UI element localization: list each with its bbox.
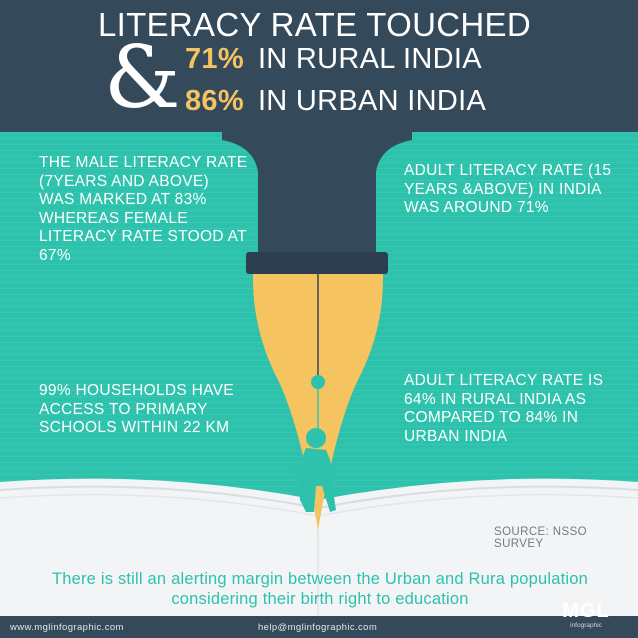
website-link[interactable]: www.mglinfographic.com: [10, 617, 124, 638]
brand-logo: MGL infographic: [556, 600, 616, 634]
urban-label: IN URBAN INDIA: [258, 85, 486, 117]
source-note: SOURCE: NSSO SURVEY: [494, 526, 638, 550]
email-link[interactable]: help@mglinfographic.com: [258, 617, 377, 638]
rural-stat: 71% IN RURAL INDIA: [185, 42, 482, 76]
adult-literacy-fact: ADULT LITERACY RATE (15 YEARS &ABOVE) IN…: [404, 162, 614, 218]
logo-text: MGL: [556, 600, 616, 622]
urban-percent: 86%: [185, 85, 244, 117]
rural-percent: 71%: [185, 43, 244, 75]
pen-collar: [246, 252, 388, 274]
rural-urban-fact: ADULT LITERACY RATE IS 64% IN RURAL INDI…: [404, 372, 614, 446]
conclusion-text: There is still an alerting margin betwee…: [20, 569, 620, 609]
ampersand: &: [104, 33, 181, 123]
rural-label: IN RURAL INDIA: [258, 43, 482, 75]
urban-stat: 86% IN URBAN INDIA: [185, 84, 486, 118]
gender-literacy-fact: THE MALE LITERACY RATE (7YEARS AND ABOVE…: [39, 154, 249, 265]
primary-schools-fact: 99% HOUSEHOLDS HAVE ACCESS TO PRIMARY SC…: [39, 382, 249, 438]
logo-subtext: infographic: [556, 622, 616, 630]
